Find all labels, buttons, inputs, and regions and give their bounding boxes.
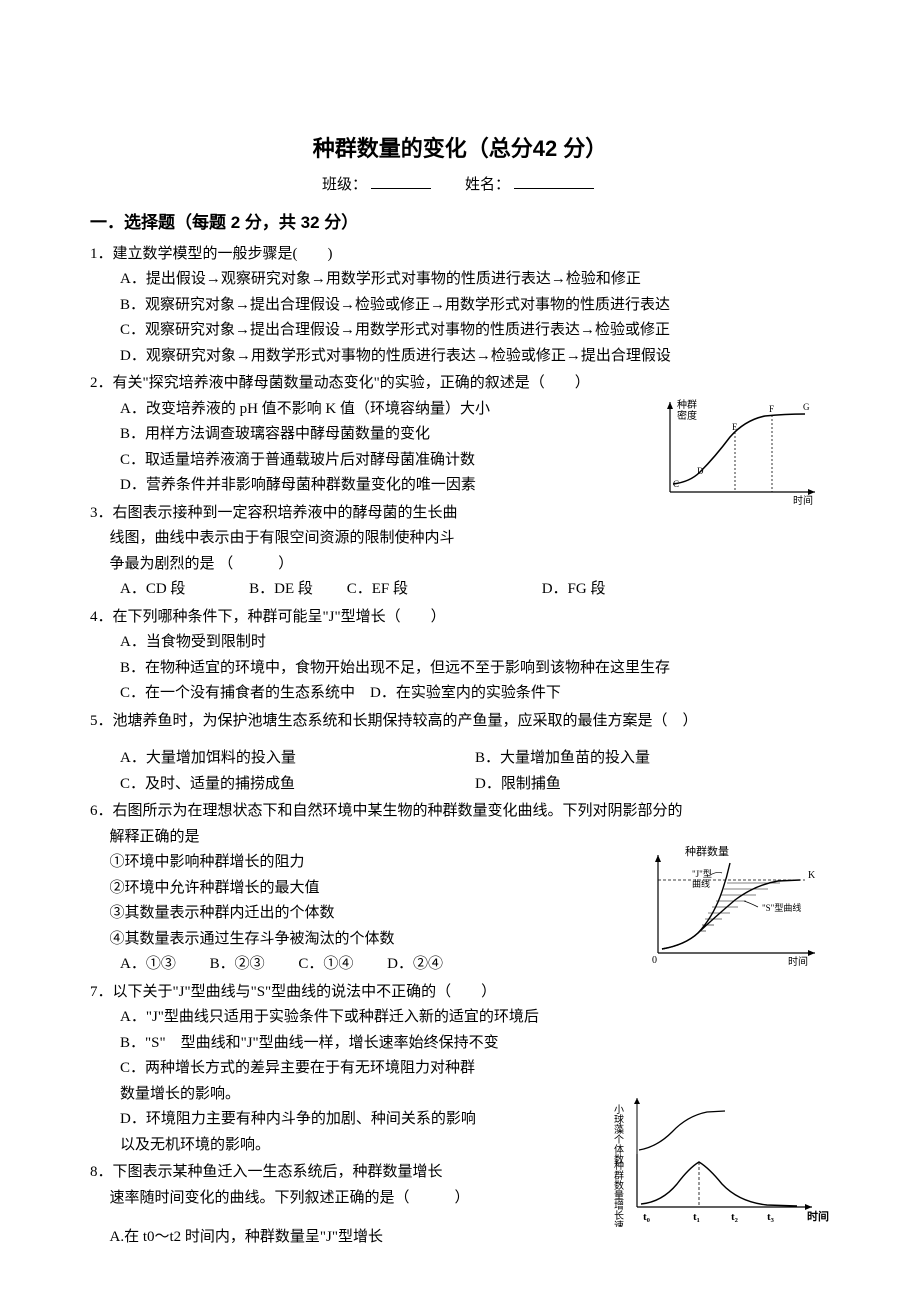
fig3-xlabel: 时间 bbox=[807, 1209, 829, 1223]
svg-text:t₀: t₀ bbox=[643, 1211, 651, 1223]
q5-stem: 5．池塘养鱼时，为保护池塘生态系统和长期保持较高的产鱼量，应采取的最佳方案是（ … bbox=[90, 709, 830, 735]
question-3: 3．右图表示接种到一定容积培养液中的酵母菌的生长曲 线图，曲线中表示由于有限空间… bbox=[90, 501, 830, 603]
q7-opt-b[interactable]: B．"S" 型曲线和"J"型曲线一样，增长速率始终保持不变 bbox=[120, 1031, 830, 1057]
q5-opt-c[interactable]: C．及时、适量的捕捞成鱼 bbox=[120, 772, 475, 798]
svg-text:G: G bbox=[803, 402, 810, 412]
svg-text:t₃: t₃ bbox=[767, 1211, 775, 1223]
section-1-heading: 一．选择题（每题 2 分，共 32 分） bbox=[90, 209, 830, 238]
q4-opt-b[interactable]: B．在物种适宜的环境中，食物开始出现不足，但远不至于影响到该物种在这里生存 bbox=[120, 656, 830, 682]
fig3-rate-label: 种群数量增长速率 bbox=[612, 1159, 624, 1227]
svg-text:t₂: t₂ bbox=[731, 1211, 739, 1223]
svg-text:C: C bbox=[673, 479, 679, 489]
student-info-line: 班级： 姓名： bbox=[90, 173, 830, 199]
q3-opt-d[interactable]: D．FG 段 bbox=[542, 577, 606, 603]
fig2-ylabel: 种群数量 bbox=[685, 845, 729, 858]
worksheet-title: 种群数量的变化（总分42 分） bbox=[90, 130, 830, 167]
q7-stem: 7．以下关于"J"型曲线与"S"型曲线的说法中不正确的（ ） bbox=[90, 980, 830, 1006]
q3-opt-b[interactable]: B．DE 段 bbox=[249, 577, 313, 603]
q3-stem-2: 线图，曲线中表示由于有限空间资源的限制使种内斗 bbox=[90, 526, 830, 552]
q7-opt-c1[interactable]: C．两种增长方式的差异主要在于有无环境阻力对种群 bbox=[120, 1056, 830, 1082]
svg-text:E: E bbox=[732, 422, 738, 432]
q3-opt-c[interactable]: C．EF 段 bbox=[347, 577, 408, 603]
question-1: 1．建立数学模型的一般步骤是( ) A．提出假设→观察研究对象→用数学形式对事物… bbox=[90, 242, 830, 370]
q6-opt-b[interactable]: B．②③ bbox=[210, 952, 265, 978]
q4-opt-c[interactable]: C．在一个没有捕食者的生态系统中 bbox=[120, 685, 355, 701]
question-4: 4．在下列哪种条件下，种群可能呈"J"型增长（ ） A．当食物受到限制时 B．在… bbox=[90, 605, 830, 707]
svg-text:K: K bbox=[808, 870, 816, 881]
svg-text:F: F bbox=[769, 404, 774, 414]
figure-j-s-curves: 种群数量 K "J"型 曲线 "S"型曲线 0 时间 bbox=[640, 845, 825, 970]
fig1-ylabel: 种群 bbox=[677, 398, 697, 411]
q6-opt-a[interactable]: A．①③ bbox=[120, 952, 176, 978]
q1-opt-d[interactable]: D．观察研究对象→用数学形式对事物的性质进行表达→检验或修正→提出合理假设 bbox=[120, 344, 830, 370]
q1-opt-c[interactable]: C．观察研究对象→提出合理假设→用数学形式对事物的性质进行表达→检验或修正 bbox=[120, 318, 830, 344]
class-blank[interactable] bbox=[371, 174, 431, 189]
q1-opt-a[interactable]: A．提出假设→观察研究对象→用数学形式对事物的性质进行表达→检验和修正 bbox=[120, 267, 830, 293]
svg-text:"S"型曲线: "S"型曲线 bbox=[762, 902, 801, 913]
q3-opt-a[interactable]: A．CD 段 bbox=[120, 577, 185, 603]
q8-opt-a[interactable]: A.在 t0～t2 时间内，种群数量呈"J"型增长 bbox=[90, 1225, 830, 1251]
svg-text:密度: 密度 bbox=[677, 409, 697, 422]
q6-opt-d[interactable]: D．②④ bbox=[387, 952, 443, 978]
q5-opt-a[interactable]: A．大量增加饵料的投入量 bbox=[120, 746, 475, 772]
name-blank[interactable] bbox=[514, 174, 594, 189]
q4-stem: 4．在下列哪种条件下，种群可能呈"J"型增长（ ） bbox=[90, 605, 830, 631]
q3-stem-3: 争最为剧烈的是 （ ） bbox=[90, 552, 830, 578]
fig1-xlabel: 时间 bbox=[793, 494, 813, 507]
q1-opt-b[interactable]: B．观察研究对象→提出合理假设→检验或修正→用数学形式对事物的性质进行表达 bbox=[120, 293, 830, 319]
svg-text:D: D bbox=[697, 466, 704, 476]
q4-opt-cd[interactable]: C．在一个没有捕食者的生态系统中 D．在实验室内的实验条件下 bbox=[120, 681, 830, 707]
question-5: 5．池塘养鱼时，为保护池塘生态系统和长期保持较高的产鱼量，应采取的最佳方案是（ … bbox=[90, 709, 830, 798]
q5-opt-d[interactable]: D．限制捕鱼 bbox=[475, 772, 830, 798]
figure-yeast-growth-curve: C D E F G 种群 密度 时间 bbox=[655, 392, 825, 507]
q5-opt-b[interactable]: B．大量增加鱼苗的投入量 bbox=[475, 746, 830, 772]
q7-opt-a[interactable]: A．"J"型曲线只适用于实验条件下或种群迁入新的适宜的环境后 bbox=[120, 1005, 830, 1031]
svg-text:t₁: t₁ bbox=[693, 1211, 700, 1223]
svg-text:小球藻个体数: 小球藻个体数 bbox=[612, 1104, 624, 1165]
q1-stem: 1．建立数学模型的一般步骤是( ) bbox=[90, 242, 830, 268]
q4-opt-d[interactable]: D．在实验室内的实验条件下 bbox=[370, 685, 561, 701]
q6-stem-1: 6．右图所示为在理想状态下和自然环境中某生物的种群数量变化曲线。下列对阴影部分的 bbox=[90, 799, 830, 825]
svg-text:曲线: 曲线 bbox=[692, 878, 710, 889]
q4-opt-a[interactable]: A．当食物受到限制时 bbox=[120, 630, 830, 656]
class-label: 班级： bbox=[322, 177, 367, 193]
svg-text:"J"型: "J"型 bbox=[692, 869, 712, 879]
svg-text:0: 0 bbox=[652, 955, 657, 966]
q6-opt-c[interactable]: C．①④ bbox=[298, 952, 353, 978]
fig2-xlabel: 时间 bbox=[788, 955, 808, 968]
name-label: 姓名： bbox=[465, 177, 510, 193]
figure-growth-rate-curve: t₀ t₁ t₂ t₃ 时间 小球藻个体数 种群数量增长速率 bbox=[607, 1092, 842, 1227]
